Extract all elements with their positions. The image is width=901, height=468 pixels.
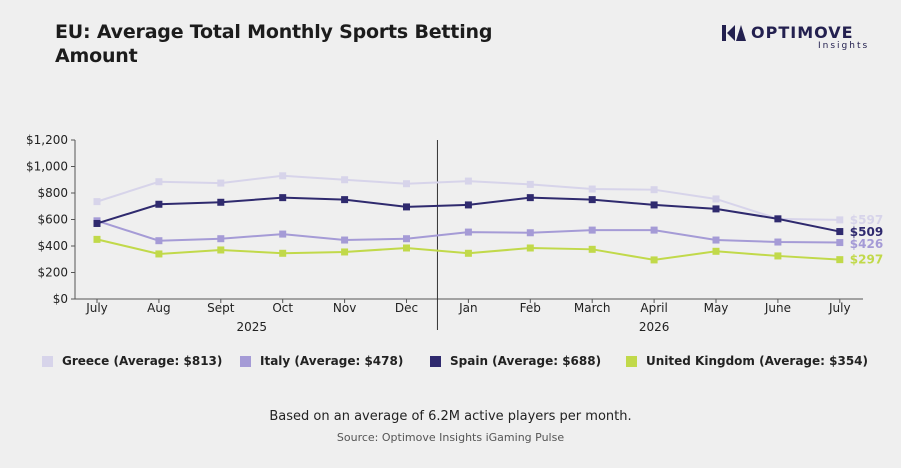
data-point (650, 186, 658, 194)
data-point (588, 196, 596, 204)
data-point (526, 244, 534, 252)
data-point (588, 185, 596, 193)
legend-item: United Kingdom (Average: $354) (626, 353, 868, 369)
data-point (155, 237, 163, 245)
data-point (93, 219, 101, 227)
x-tick-label: June (764, 301, 791, 315)
brand-name: OPTIMOVE (751, 23, 854, 42)
legend-swatch (626, 355, 637, 367)
data-point (341, 196, 349, 204)
data-point (217, 235, 225, 243)
x-tick-label: March (574, 301, 611, 315)
y-tick-label: $0 (53, 292, 68, 306)
optimove-logo-icon (722, 25, 746, 41)
series-line-3 (96, 238, 840, 261)
end-value-label: $426 (850, 237, 883, 251)
footnote: Based on an average of 6.2M active playe… (269, 409, 632, 424)
data-point (774, 252, 782, 260)
data-point (155, 178, 163, 186)
legend-item: Greece (Average: $813) (42, 353, 222, 369)
legend-swatch (430, 355, 441, 367)
data-point (341, 176, 349, 184)
data-point (217, 246, 225, 254)
x-tick-label: July (85, 301, 108, 315)
data-point (588, 245, 596, 253)
data-point (650, 201, 658, 209)
x-tick-label: Jan (458, 301, 478, 315)
chart-title: EU: Average Total Monthly Sports Betting… (55, 21, 493, 67)
x-tick-label: Nov (333, 301, 356, 315)
legend-label: Greece (Average: $813) (62, 354, 223, 368)
data-point (588, 226, 596, 234)
data-point (712, 195, 720, 203)
data-point (712, 236, 720, 244)
data-point (279, 194, 287, 202)
legend-label: Italy (Average: $478) (260, 354, 404, 368)
data-point (526, 229, 534, 237)
x-tick-label: Feb (520, 301, 541, 315)
data-point (650, 256, 658, 264)
data-point (464, 249, 472, 257)
y-tick-label: $1,000 (26, 160, 68, 174)
y-tick-label: $1,200 (26, 133, 68, 147)
brand-logo: OPTIMOVE Insights (722, 24, 872, 54)
data-point (341, 236, 349, 244)
legend-item: Spain (Average: $688) (430, 353, 601, 369)
data-point (526, 194, 534, 202)
x-tick-label: Oct (272, 301, 293, 315)
legend-swatch (240, 355, 251, 367)
end-value-label: $509 (850, 225, 883, 239)
data-point (217, 198, 225, 206)
legend-swatch (42, 355, 53, 367)
data-point (279, 230, 287, 238)
data-point (836, 239, 844, 247)
x-tick-label: Aug (147, 301, 170, 315)
data-point (774, 238, 782, 246)
y-tick-label: $400 (37, 239, 68, 253)
legend-label: United Kingdom (Average: $354) (646, 354, 869, 368)
data-point (155, 250, 163, 258)
data-point (526, 180, 534, 188)
data-point (464, 201, 472, 209)
y-tick-label: $800 (37, 186, 68, 200)
data-point (403, 203, 410, 211)
data-point (712, 205, 720, 213)
data-point (403, 180, 410, 188)
x-tick-label: Dec (395, 301, 418, 315)
data-point (836, 228, 844, 236)
data-point (464, 177, 472, 185)
data-point (403, 244, 410, 252)
year-label: 2026 (639, 320, 670, 334)
legend-label: Spain (Average: $688) (450, 354, 602, 368)
x-tick-label: May (704, 301, 729, 315)
data-point (217, 179, 225, 187)
chart-legend: Greece (Average: $813) Italy (Average: $4… (42, 353, 882, 371)
data-point (774, 215, 782, 223)
x-tick-label: Sept (207, 301, 235, 315)
data-point (836, 216, 844, 224)
data-point (403, 235, 410, 243)
data-point (279, 249, 287, 257)
data-point (341, 248, 349, 256)
brand-subtitle: Insights (818, 41, 870, 51)
x-tick-label: April (640, 301, 667, 315)
end-value-label: $597 (850, 213, 883, 227)
y-tick-label: $600 (37, 213, 68, 227)
data-point (93, 235, 101, 243)
source-note: Source: Optimove Insights iGaming Pulse (336, 431, 565, 444)
data-point (836, 256, 844, 264)
data-point (712, 247, 720, 255)
data-point (650, 226, 658, 234)
x-tick-label: July (828, 301, 851, 315)
end-value-label: $297 (850, 253, 883, 267)
y-tick-label: $200 (37, 266, 68, 280)
year-label: 2025 (236, 320, 267, 334)
data-point (464, 228, 472, 236)
data-point (279, 172, 287, 180)
data-point (155, 200, 163, 208)
data-point (93, 198, 101, 206)
legend-item: Italy (Average: $478) (240, 353, 403, 369)
